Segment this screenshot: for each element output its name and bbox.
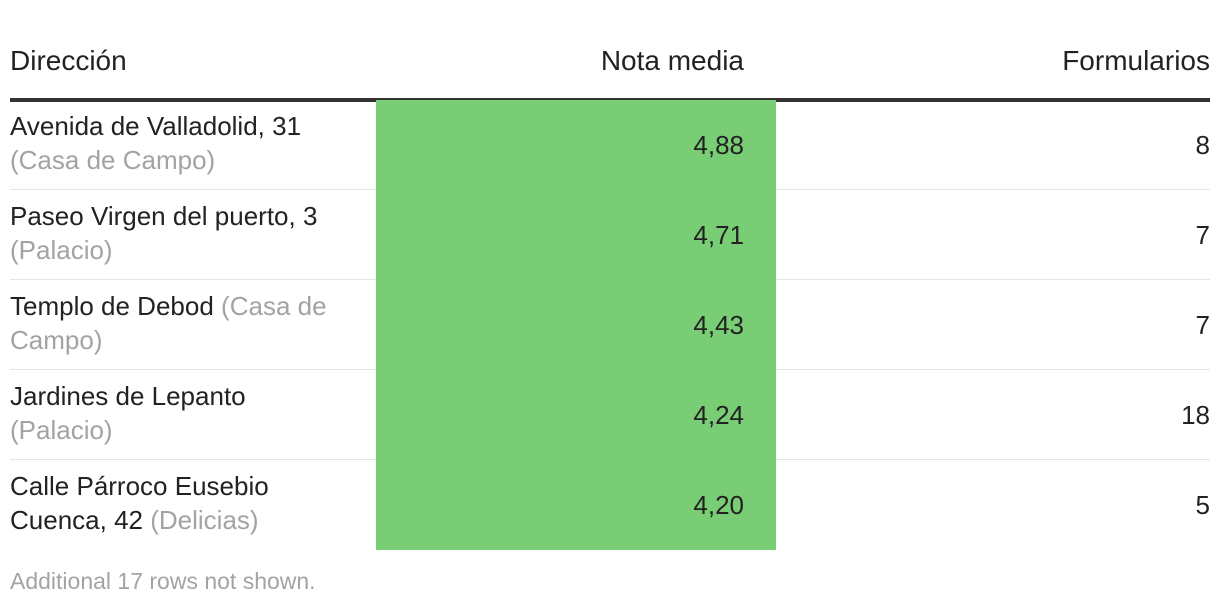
header-nota-media: Nota media (600, 45, 744, 76)
nota-media-value: 4,71 (693, 220, 744, 250)
table-row: Jardines de Lepanto (Palacio) 4,24 18 (10, 370, 1210, 460)
nota-heat-cell (376, 370, 776, 460)
table-row: Paseo Virgen del puerto, 3 (Palacio) 4,71… (10, 190, 1210, 280)
district-text: (Delicias) (150, 505, 259, 535)
formularios-value: 8 (1195, 130, 1210, 160)
address-cell: Paseo Virgen del puerto, 3 (Palacio) (10, 199, 350, 267)
nota-heat-cell (376, 460, 776, 550)
nota-heat-cell (376, 280, 776, 370)
header-formularios: Formularios (1062, 45, 1210, 76)
district-text: (Palacio) (10, 415, 113, 445)
header-direccion: Dirección (10, 45, 127, 76)
address-cell: Templo de Debod (Casa de Campo) (10, 289, 350, 357)
nota-media-value: 4,20 (693, 490, 744, 520)
address-text: Jardines de Lepanto (10, 381, 246, 411)
address-text: Avenida de Valladolid, 31 (10, 111, 302, 141)
address-text: Paseo Virgen del puerto, 3 (10, 201, 318, 231)
formularios-value: 5 (1195, 490, 1210, 520)
table-row: Avenida de Valladolid, 31 (Casa de Campo… (10, 100, 1210, 190)
nota-heat-cell (376, 190, 776, 280)
nota-heat-cell (376, 100, 776, 190)
nota-media-value: 4,43 (693, 310, 744, 340)
table-header: Dirección Nota media Formularios (10, 0, 1210, 102)
address-cell: Calle Párroco Eusebio Cuenca, 42 (Delici… (10, 469, 350, 537)
formularios-value: 18 (1181, 400, 1210, 430)
table-row: Calle Párroco Eusebio Cuenca, 42 (Delici… (10, 460, 1210, 550)
footnote: Additional 17 rows not shown. (10, 568, 316, 594)
formularios-value: 7 (1195, 220, 1210, 250)
address-cell: Jardines de Lepanto (Palacio) (10, 379, 350, 447)
district-text: (Casa de Campo) (10, 145, 216, 175)
address-text: Calle Párroco Eusebio Cuenca, 42 (10, 471, 269, 535)
formularios-value: 7 (1195, 310, 1210, 340)
nota-media-value: 4,24 (693, 400, 744, 430)
nota-media-value: 4,88 (693, 130, 744, 160)
table-row: Templo de Debod (Casa de Campo) 4,43 7 (10, 280, 1210, 370)
district-text: (Palacio) (10, 235, 113, 265)
district-text: (Casa de Campo) (10, 291, 327, 355)
address-cell: Avenida de Valladolid, 31 (Casa de Campo… (10, 109, 350, 177)
address-text: Templo de Debod (10, 291, 214, 321)
